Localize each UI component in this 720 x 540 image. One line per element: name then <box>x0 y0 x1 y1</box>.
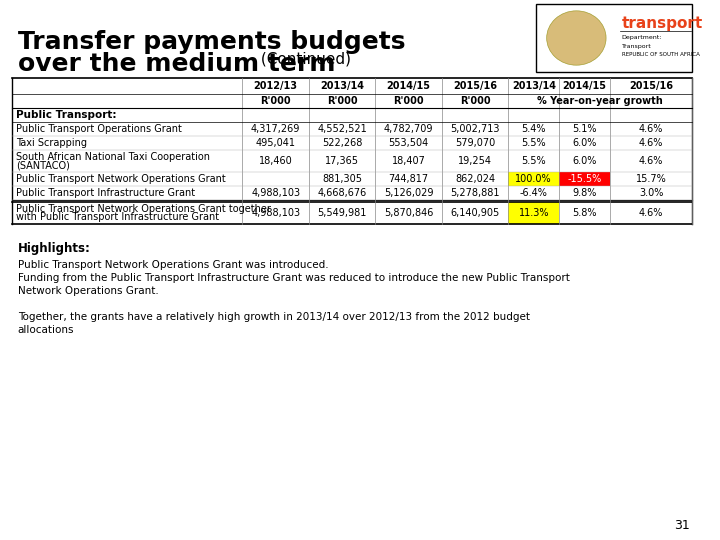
Bar <box>536 4 692 72</box>
Text: (SANTACO): (SANTACO) <box>16 160 70 171</box>
Text: 5,126,029: 5,126,029 <box>384 188 433 198</box>
Text: over the medium term: over the medium term <box>17 52 335 76</box>
Text: 553,504: 553,504 <box>389 138 428 148</box>
Text: 4.6%: 4.6% <box>639 208 663 218</box>
Bar <box>559 172 610 186</box>
Text: 100.0%: 100.0% <box>516 174 552 184</box>
Text: 2012/13: 2012/13 <box>253 81 297 91</box>
Text: Together, the grants have a relatively high growth in 2013/14 over 2012/13 from : Together, the grants have a relatively h… <box>17 312 530 335</box>
Text: R'000: R'000 <box>393 96 424 106</box>
Text: Taxi Scrapping: Taxi Scrapping <box>16 138 86 148</box>
Text: -15.5%: -15.5% <box>567 174 602 184</box>
Text: 4,668,676: 4,668,676 <box>318 188 366 198</box>
Text: 5.4%: 5.4% <box>521 124 546 134</box>
Bar <box>508 202 559 224</box>
Ellipse shape <box>546 11 606 65</box>
Text: Transport: Transport <box>622 44 652 49</box>
Text: 6,140,905: 6,140,905 <box>451 208 500 218</box>
Text: Transfer payments budgets: Transfer payments budgets <box>17 30 405 54</box>
Text: 6.0%: 6.0% <box>572 138 597 148</box>
Text: (Continued): (Continued) <box>256 52 351 67</box>
Text: R'000: R'000 <box>327 96 357 106</box>
Text: 862,024: 862,024 <box>455 174 495 184</box>
Text: 2015/16: 2015/16 <box>453 81 497 91</box>
Text: 4.6%: 4.6% <box>639 138 663 148</box>
Text: 18,407: 18,407 <box>392 156 426 166</box>
Text: 6.0%: 6.0% <box>572 156 597 166</box>
Text: 2014/15: 2014/15 <box>387 81 431 91</box>
Text: with Public Transport Infrastructure Grant: with Public Transport Infrastructure Gra… <box>16 212 219 222</box>
Text: 4,552,521: 4,552,521 <box>318 124 367 134</box>
Text: Public Transport Operations Grant: Public Transport Operations Grant <box>16 124 181 134</box>
Text: Public Transport Network Operations Grant was introduced.
Funding from the Publi: Public Transport Network Operations Gran… <box>17 260 570 296</box>
Text: 5.8%: 5.8% <box>572 208 597 218</box>
Text: 5.5%: 5.5% <box>521 156 546 166</box>
Text: Public Transport Infrastructure Grant: Public Transport Infrastructure Grant <box>16 188 195 198</box>
Text: Public Transport Network Operations Grant together: Public Transport Network Operations Gran… <box>16 204 271 214</box>
Text: transport: transport <box>622 16 703 31</box>
Text: 4,317,269: 4,317,269 <box>251 124 300 134</box>
Text: R'000: R'000 <box>261 96 291 106</box>
Text: South African National Taxi Cooperation: South African National Taxi Cooperation <box>16 152 210 163</box>
Text: 5,549,981: 5,549,981 <box>318 208 366 218</box>
Text: 495,041: 495,041 <box>256 138 296 148</box>
Text: Highlights:: Highlights: <box>17 242 91 255</box>
Text: 5.1%: 5.1% <box>572 124 597 134</box>
Text: 4,988,103: 4,988,103 <box>251 188 300 198</box>
Text: Department:: Department: <box>622 36 662 40</box>
Text: 5.5%: 5.5% <box>521 138 546 148</box>
Text: 19,254: 19,254 <box>458 156 492 166</box>
Text: REPUBLIC OF SOUTH AFRICA: REPUBLIC OF SOUTH AFRICA <box>622 52 700 57</box>
Text: 17,365: 17,365 <box>325 156 359 166</box>
Text: 2014/15: 2014/15 <box>562 81 606 91</box>
Text: % Year-on-year growth: % Year-on-year growth <box>537 96 663 106</box>
Text: 4.6%: 4.6% <box>639 156 663 166</box>
Bar <box>508 172 559 186</box>
Text: 4,988,103: 4,988,103 <box>251 208 300 218</box>
Text: 31: 31 <box>675 519 690 532</box>
Text: 3.0%: 3.0% <box>639 188 663 198</box>
Text: 2015/16: 2015/16 <box>629 81 673 91</box>
Text: Public Transport:: Public Transport: <box>16 110 116 120</box>
Text: 5,278,881: 5,278,881 <box>450 188 500 198</box>
Text: 9.8%: 9.8% <box>572 188 597 198</box>
Text: 881,305: 881,305 <box>322 174 362 184</box>
Text: 5,002,713: 5,002,713 <box>450 124 500 134</box>
Text: 15.7%: 15.7% <box>636 174 667 184</box>
Text: 579,070: 579,070 <box>455 138 495 148</box>
Text: 744,817: 744,817 <box>389 174 428 184</box>
Text: 2013/14: 2013/14 <box>512 81 556 91</box>
Text: 522,268: 522,268 <box>322 138 362 148</box>
Text: Public Transport Network Operations Grant: Public Transport Network Operations Gran… <box>16 174 225 184</box>
Text: 4.6%: 4.6% <box>639 124 663 134</box>
Text: -6.4%: -6.4% <box>520 188 548 198</box>
Text: 4,782,709: 4,782,709 <box>384 124 433 134</box>
Text: 11.3%: 11.3% <box>518 208 549 218</box>
Text: 18,460: 18,460 <box>258 156 292 166</box>
Text: 5,870,846: 5,870,846 <box>384 208 433 218</box>
Text: 2013/14: 2013/14 <box>320 81 364 91</box>
Text: R'000: R'000 <box>460 96 490 106</box>
